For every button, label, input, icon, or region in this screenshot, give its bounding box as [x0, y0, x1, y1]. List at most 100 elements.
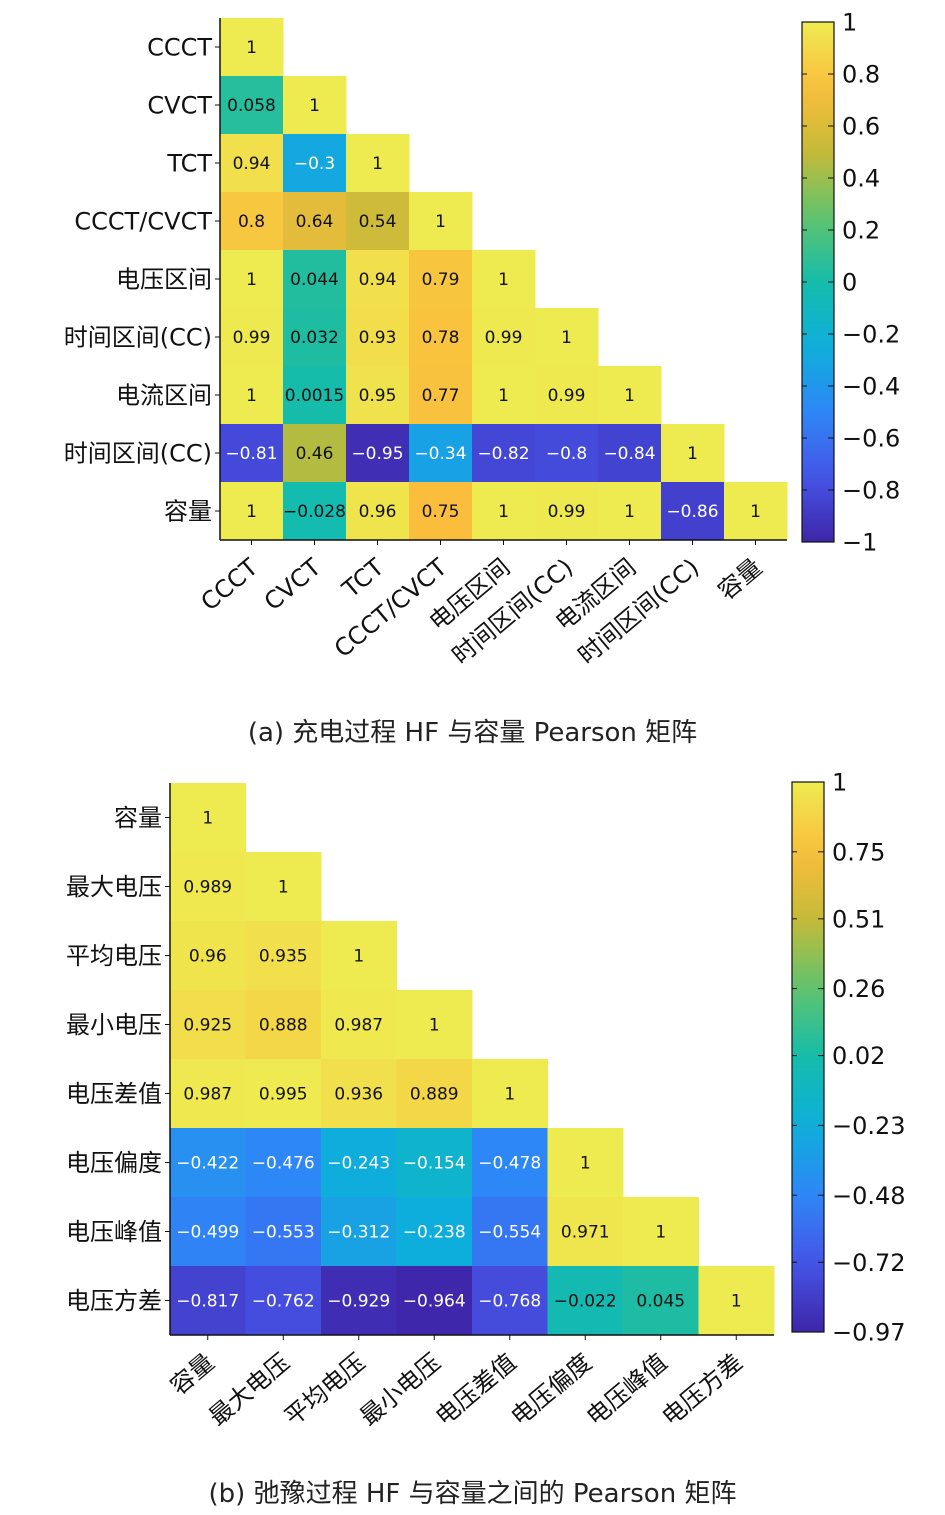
cell-1-2-0: [170, 921, 246, 991]
cell-label-0-6-1: 0.0015: [285, 386, 344, 406]
cell-label-0-3-0: 0.8: [238, 212, 265, 232]
cell-1-7-6: [623, 1266, 699, 1336]
cell-label-1-2-1: 0.935: [259, 947, 308, 967]
cell-label-1-4-2: 0.936: [334, 1085, 383, 1105]
cell-0-8-0: [220, 482, 284, 541]
heatmap-panel-b: 1 0.989 1 0.96 0.935 1 0.925 0.888 0.987 1 0.987 0.…: [0, 755, 945, 1515]
cell-label-0-1-1: 1: [309, 96, 320, 116]
cell-label-0-6-4: 1: [498, 386, 509, 406]
cell-label-1-6-5: 0.971: [561, 1223, 610, 1243]
cell-0-3-2: [346, 192, 410, 251]
cell-label-1-1-0: 0.989: [183, 878, 232, 898]
cell-label-1-3-1: 0.888: [259, 1016, 308, 1036]
cell-label-1-7-1: −0.762: [252, 1292, 315, 1312]
cell-label-0-8-0: 1: [246, 502, 257, 522]
colorbar-tick-label-1-0: 1: [832, 769, 847, 797]
cell-0-2-0: [220, 134, 284, 193]
heatmap-panel-a: 1 0.058 1 0.94 −0.3 1 0.8 0.64 0.54 1 1 0.044 0.94 0.…: [0, 0, 945, 755]
cell-label-0-8-6: 1: [624, 502, 635, 522]
cell-1-4-3: [396, 1059, 473, 1129]
cell-1-5-4: [472, 1128, 548, 1198]
y-tick-label-0-5: 时间区间(CC): [64, 324, 212, 352]
cell-label-1-5-1: −0.476: [252, 1154, 315, 1174]
cell-0-3-3: [409, 192, 473, 251]
cell-0-5-1: [283, 308, 347, 367]
cell-label-1-7-6: 0.045: [636, 1292, 685, 1312]
colorbar-tick-label-1-5: −0.23: [832, 1112, 906, 1140]
y-tick-label-0-7: 时间区间(CC): [64, 440, 212, 468]
cell-0-3-0: [220, 192, 284, 251]
cell-label-0-5-3: 0.78: [422, 328, 460, 348]
cell-label-1-7-7: 1: [731, 1292, 742, 1312]
cell-label-0-7-5: −0.8: [546, 444, 587, 464]
cell-0-8-4: [472, 482, 536, 541]
cell-0-6-2: [346, 366, 410, 425]
colorbar-tick-label-0-1: 0.8: [842, 61, 880, 89]
cell-label-1-4-1: 0.995: [259, 1085, 308, 1105]
cell-1-6-4: [472, 1197, 548, 1267]
y-tick-label-1-2: 平均电压: [66, 942, 162, 970]
colorbar-tick-label-1-2: 0.51: [832, 905, 885, 933]
cell-0-6-5: [535, 366, 599, 425]
colorbar-tick-label-0-8: −0.6: [842, 425, 900, 453]
cell-0-8-1: [283, 482, 347, 541]
cell-1-4-2: [321, 1059, 397, 1129]
cell-label-1-6-6: 1: [655, 1223, 666, 1243]
cell-label-1-6-0: −0.499: [176, 1223, 239, 1243]
cell-label-1-1-1: 1: [278, 878, 289, 898]
x-tick-label-0-8: 容量: [713, 553, 768, 605]
y-tick-label-1-3: 最小电压: [66, 1011, 162, 1039]
heatmap-a: 1 0.058 1 0.94 −0.3 1 0.8 0.64 0.54 1 1 0.044 0.94 0.…: [64, 9, 901, 670]
cell-label-0-4-2: 0.94: [359, 270, 397, 290]
cell-1-3-1: [245, 990, 322, 1060]
cell-1-7-4: [472, 1266, 548, 1336]
x-tick-label-1-3: 最小电压: [355, 1348, 447, 1431]
cell-0-5-0: [220, 308, 284, 367]
y-tick-label-1-7: 电压方差: [66, 1287, 162, 1315]
colorbar-tick-label-0-2: 0.6: [842, 113, 880, 141]
cell-label-0-2-1: −0.3: [294, 154, 335, 174]
cell-1-7-2: [321, 1266, 397, 1336]
cell-label-0-7-3: −0.34: [414, 444, 466, 464]
cell-0-7-5: [535, 424, 599, 483]
cell-0-4-1: [283, 250, 347, 309]
cell-1-7-1: [245, 1266, 322, 1336]
x-tick-label-0-0: CCCT: [196, 553, 264, 616]
colorbar-tick-label-0-5: 0: [842, 269, 857, 297]
colorbar-tick-label-0-9: −0.8: [842, 477, 900, 505]
cell-1-0-0: [170, 783, 246, 853]
cell-label-1-5-2: −0.243: [327, 1154, 390, 1174]
cell-label-1-0-0: 1: [202, 809, 213, 829]
y-tick-label-0-3: CCCT/CVCT: [74, 208, 212, 236]
y-tick-label-0-1: CVCT: [147, 92, 212, 120]
y-tick-label-0-6: 电流区间: [116, 382, 212, 410]
cell-label-1-7-4: −0.768: [478, 1292, 541, 1312]
y-tick-label-0-2: TCT: [166, 150, 212, 178]
cell-label-1-2-0: 0.96: [189, 947, 227, 967]
cell-label-1-3-2: 0.987: [334, 1016, 383, 1036]
cell-label-1-4-3: 0.889: [410, 1085, 459, 1105]
cell-label-0-7-4: −0.82: [477, 444, 529, 464]
cell-label-0-0-0: 1: [246, 38, 257, 58]
cell-1-6-6: [623, 1197, 699, 1267]
cell-label-0-6-0: 1: [246, 386, 257, 406]
cell-1-7-3: [396, 1266, 473, 1336]
cell-label-1-4-0: 0.987: [183, 1085, 232, 1105]
cell-label-0-6-6: 1: [624, 386, 635, 406]
cell-0-7-0: [220, 424, 284, 483]
cell-label-1-5-3: −0.154: [403, 1154, 466, 1174]
cell-label-1-7-5: −0.022: [554, 1292, 617, 1312]
cell-label-0-4-3: 0.79: [422, 270, 460, 290]
cell-1-5-3: [396, 1128, 473, 1198]
cell-0-8-5: [535, 482, 599, 541]
caption-a: (a) 充电过程 HF 与容量 Pearson 矩阵: [247, 718, 698, 748]
colorbar-tick-label-0-3: 0.4: [842, 165, 880, 193]
cell-label-0-4-4: 1: [498, 270, 509, 290]
cell-label-1-7-2: −0.929: [327, 1292, 390, 1312]
cell-0-7-4: [472, 424, 536, 483]
cell-label-0-7-6: −0.84: [603, 444, 655, 464]
cell-0-4-0: [220, 250, 284, 309]
cell-1-5-5: [547, 1128, 624, 1198]
cell-0-1-0: [220, 76, 284, 135]
cell-1-6-0: [170, 1197, 246, 1267]
